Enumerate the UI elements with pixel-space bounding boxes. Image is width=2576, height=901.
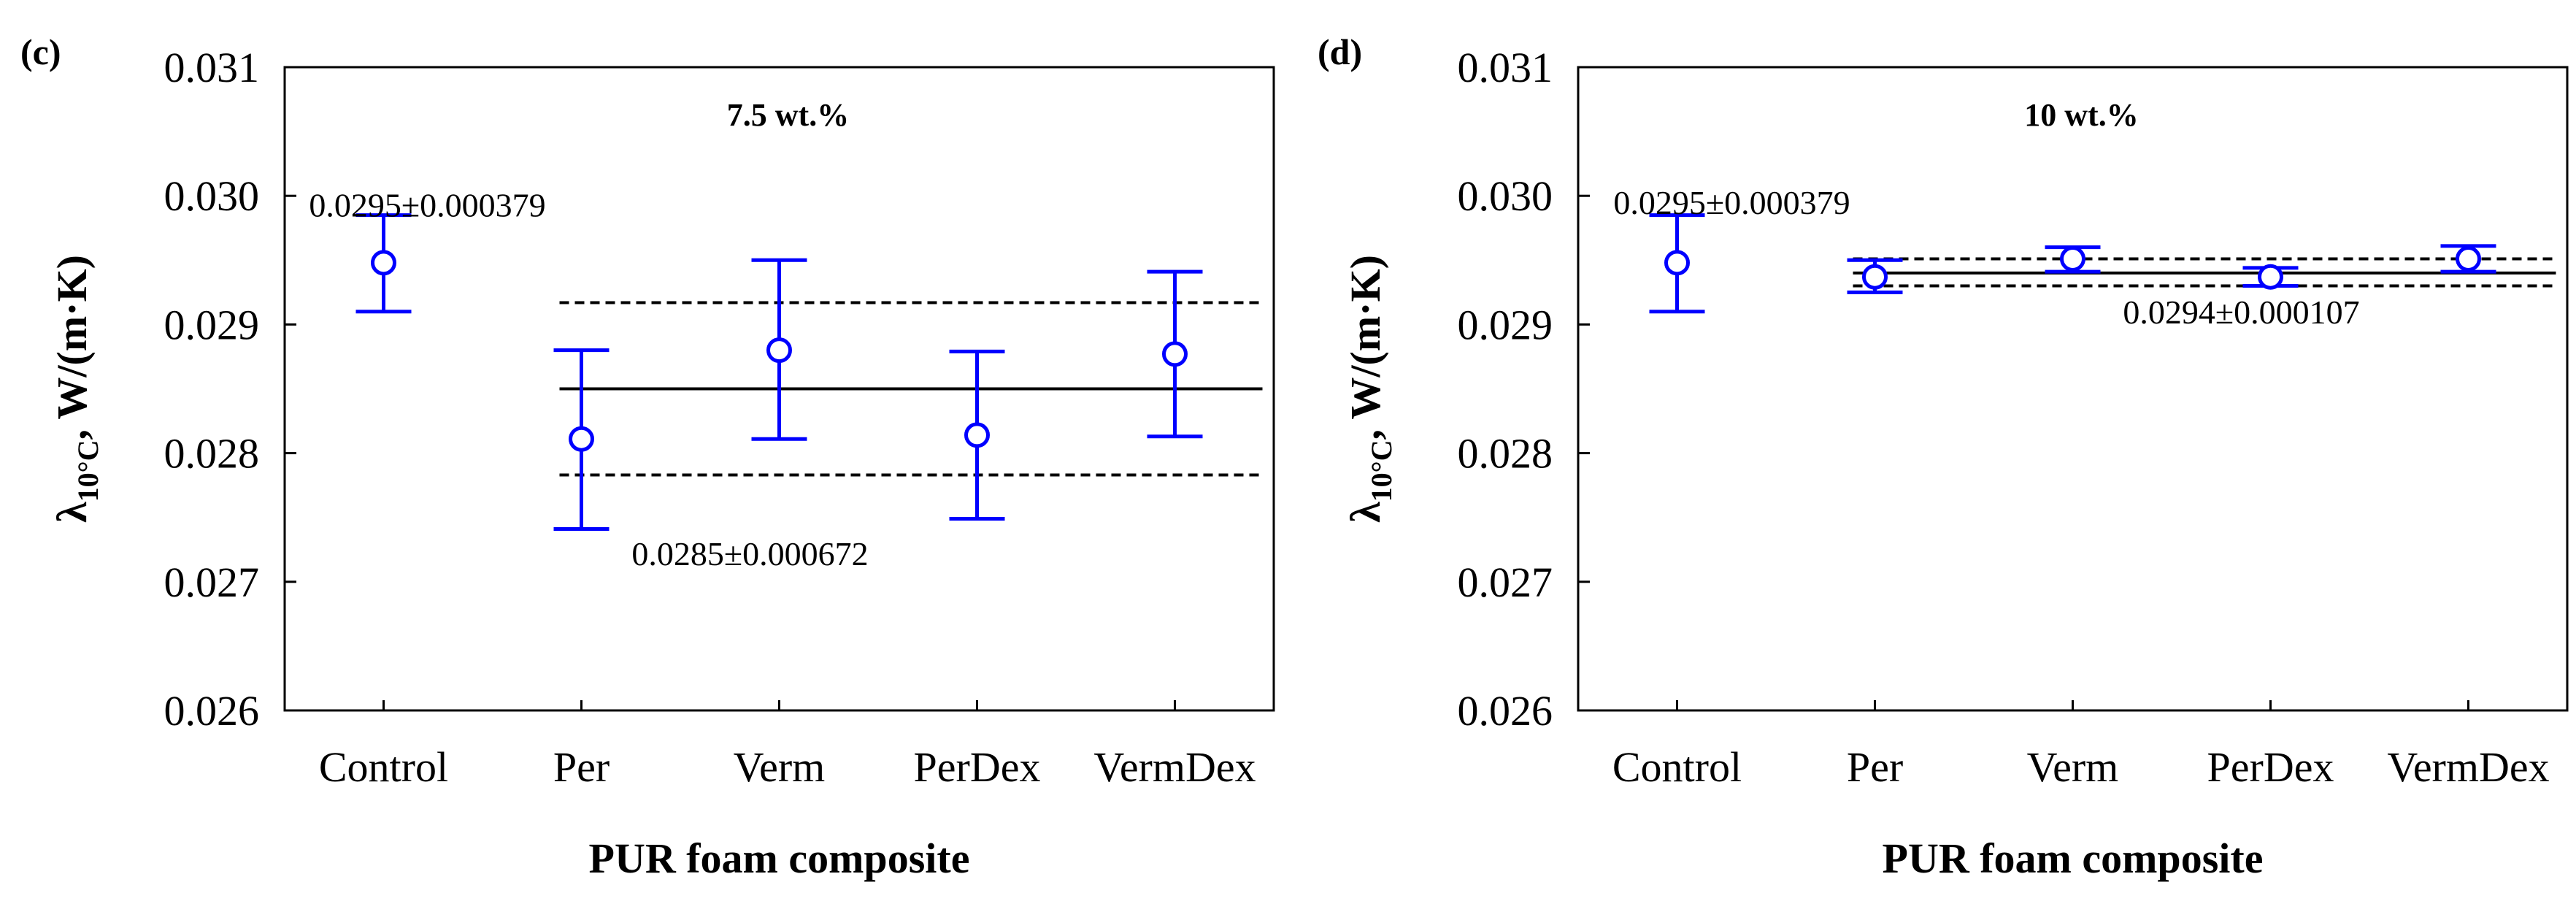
x-tick-label: Verm [734, 743, 826, 791]
y-tick-label: 0.028 [164, 430, 260, 478]
y-axis-title-symbol: λ [1342, 502, 1389, 523]
annotation-label: 0.0294±0.000107 [2123, 294, 2359, 331]
annotation-label: 0.0295±0.000379 [309, 187, 545, 224]
y-axis-title-subscript: 10°C [1365, 440, 1398, 502]
y-tick-label: 0.026 [1458, 687, 1553, 735]
x-tick-label: Control [1612, 743, 1742, 791]
y-tick-label: 0.027 [1458, 559, 1553, 606]
y-tick-label: 0.029 [164, 301, 260, 348]
data-point [2060, 246, 2085, 272]
y-axis-title-unit: , W/(m·K) [48, 255, 96, 440]
x-tick-label: VermDex [2387, 743, 2549, 791]
annotation-label: 0.0285±0.000672 [631, 535, 868, 572]
data-point [766, 337, 792, 364]
y-axis-title-symbol: λ [48, 502, 96, 523]
panel-label: (d) [1318, 31, 1362, 72]
x-tick-label: PerDex [914, 743, 1041, 791]
data-point [1162, 341, 1188, 367]
y-axis-title-unit: , W/(m·K) [1342, 255, 1389, 440]
x-axis-title: PUR foam composite [589, 835, 970, 882]
x-tick-label: Verm [2027, 743, 2119, 791]
y-axis-title-subscript: 10°C [72, 440, 104, 502]
data-point [964, 422, 990, 448]
x-axis-title: PUR foam composite [1883, 835, 2264, 882]
x-tick-label: Control [319, 743, 448, 791]
x-tick-label: PerDex [2207, 743, 2334, 791]
data-point [1862, 264, 1888, 290]
data-point [371, 250, 396, 276]
y-tick-label: 0.031 [164, 44, 260, 91]
data-point [2456, 246, 2481, 272]
panel-title: 7.5 wt.% [727, 97, 849, 133]
y-tick-label: 0.030 [1458, 172, 1553, 220]
x-tick-label: VermDex [1093, 743, 1256, 791]
y-tick-label: 0.026 [164, 687, 260, 735]
chart-panel-d: (d) 10 wt.% 0.026 0.027 0.028 0.029 0.030 0.031… [1318, 31, 2569, 882]
plot-frame [1577, 66, 2569, 712]
annotation-label: 0.0295±0.000379 [1613, 184, 1850, 221]
y-tick-label: 0.029 [1458, 301, 1553, 348]
panel-title: 10 wt.% [2024, 97, 2138, 133]
data-point [1664, 250, 1690, 276]
chart-panel-c: (c) 7.5 wt.% 0.026 0.027 0.028 0.029 0.030 0.03… [20, 31, 1275, 882]
y-tick-label: 0.028 [1458, 430, 1553, 478]
y-axis-title: λ10°C, W/(m·K) [48, 255, 104, 523]
data-point [2258, 264, 2283, 290]
y-tick-label: 0.027 [164, 559, 260, 606]
y-tick-label: 0.031 [1458, 44, 1553, 91]
y-tick-label: 0.030 [164, 172, 260, 220]
panel-label: (c) [20, 31, 61, 72]
x-tick-label: Per [1847, 743, 1903, 791]
y-axis-title: λ10°C, W/(m·K) [1342, 255, 1398, 523]
x-tick-label: Per [553, 743, 610, 791]
data-point [569, 426, 594, 452]
